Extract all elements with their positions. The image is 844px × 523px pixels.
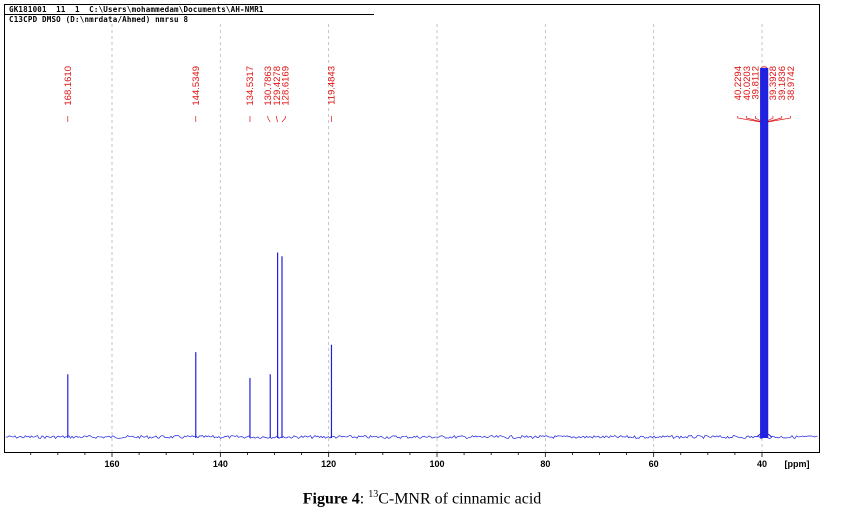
peak-label-connector	[737, 116, 761, 123]
caption-text: C-MNR of cinnamic acid	[378, 490, 542, 508]
peak-label-group: 38.9742	[767, 66, 797, 123]
peak-label-text: 144.5349	[191, 66, 202, 106]
caption-separator: :	[359, 490, 365, 508]
peak-label-connector	[276, 116, 278, 123]
grid-lines	[111, 24, 763, 452]
x-tick-label: 120	[321, 459, 336, 469]
spectrum-baseline	[5, 434, 818, 440]
caption-figure-label: Figure 4	[302, 490, 360, 508]
x-tick-label: 40	[757, 459, 767, 469]
peak-label-text: 39.1836	[777, 66, 788, 100]
peak-label-connector	[766, 116, 783, 123]
x-tick-label: 60	[649, 459, 659, 469]
peak-label-connector	[767, 116, 791, 123]
peak-label-connector	[267, 116, 271, 123]
spectrum-trace	[5, 68, 818, 440]
peak-label-text: 40.2294	[733, 66, 744, 100]
caption-superscript: 13	[368, 489, 379, 500]
peak-label-text: 119.4843	[327, 66, 338, 105]
solvent-multiplet-base	[756, 432, 772, 438]
spectrum-frame	[4, 4, 820, 453]
peak-label-group: 128.6169	[281, 66, 292, 123]
peak-label-text: 129.4278	[272, 66, 283, 106]
peak-label-connector	[746, 116, 762, 123]
x-tick-label: 140	[213, 459, 228, 469]
peak-label-text: 38.9742	[786, 66, 797, 100]
peak-label-group: 130.7863	[263, 66, 274, 123]
peak-label-group: 129.4278	[272, 66, 283, 123]
header-line-1: GK181001 11 1 C:\Users\mohammedam\Docume…	[9, 5, 264, 14]
peak-label-group: 40.2294	[733, 66, 761, 123]
peak-label-group: 119.4843	[327, 66, 338, 122]
peak-label-group: 39.1836	[766, 66, 788, 123]
peak-label-group: 134.5317	[245, 66, 256, 122]
peak-label-text: 134.5317	[245, 66, 256, 106]
x-tick-label: 160	[104, 459, 119, 469]
peak-label-text: 39.3928	[768, 66, 779, 100]
peak-label-text: 39.8112	[751, 66, 762, 100]
peak-label-connector	[281, 116, 286, 123]
x-axis: 160 140 120 100 80 60 40 [ppm]	[30, 452, 810, 469]
peak-label-text: 40.0203	[742, 66, 753, 100]
nmr-spectrum-chart: 168.1610 144.5349 134.5317 130.7863129.4278…	[5, 24, 818, 469]
header-line-2: C13CPD DMSO (D:\nmrdata/Ahmed) nmrsu 8	[9, 15, 189, 24]
peak-label-group: 144.5349	[191, 66, 202, 122]
peak-label-text: 130.7863	[263, 66, 274, 106]
x-unit-label: [ppm]	[785, 459, 810, 469]
header-separator	[4, 14, 374, 15]
peak-label-text: 128.6169	[281, 66, 292, 106]
peak-label-group: 40.0203	[742, 66, 762, 123]
peak-label-group: 168.1610	[63, 66, 74, 122]
x-tick-label: 80	[540, 459, 550, 469]
figure-caption: Figure 4: 13C-MNR of cinnamic acid	[0, 489, 844, 508]
x-tick-label: 100	[429, 459, 444, 469]
peak-labels: 168.1610 144.5349 134.5317 130.7863129.4278…	[63, 66, 797, 123]
peak-label-text: 168.1610	[63, 66, 74, 106]
